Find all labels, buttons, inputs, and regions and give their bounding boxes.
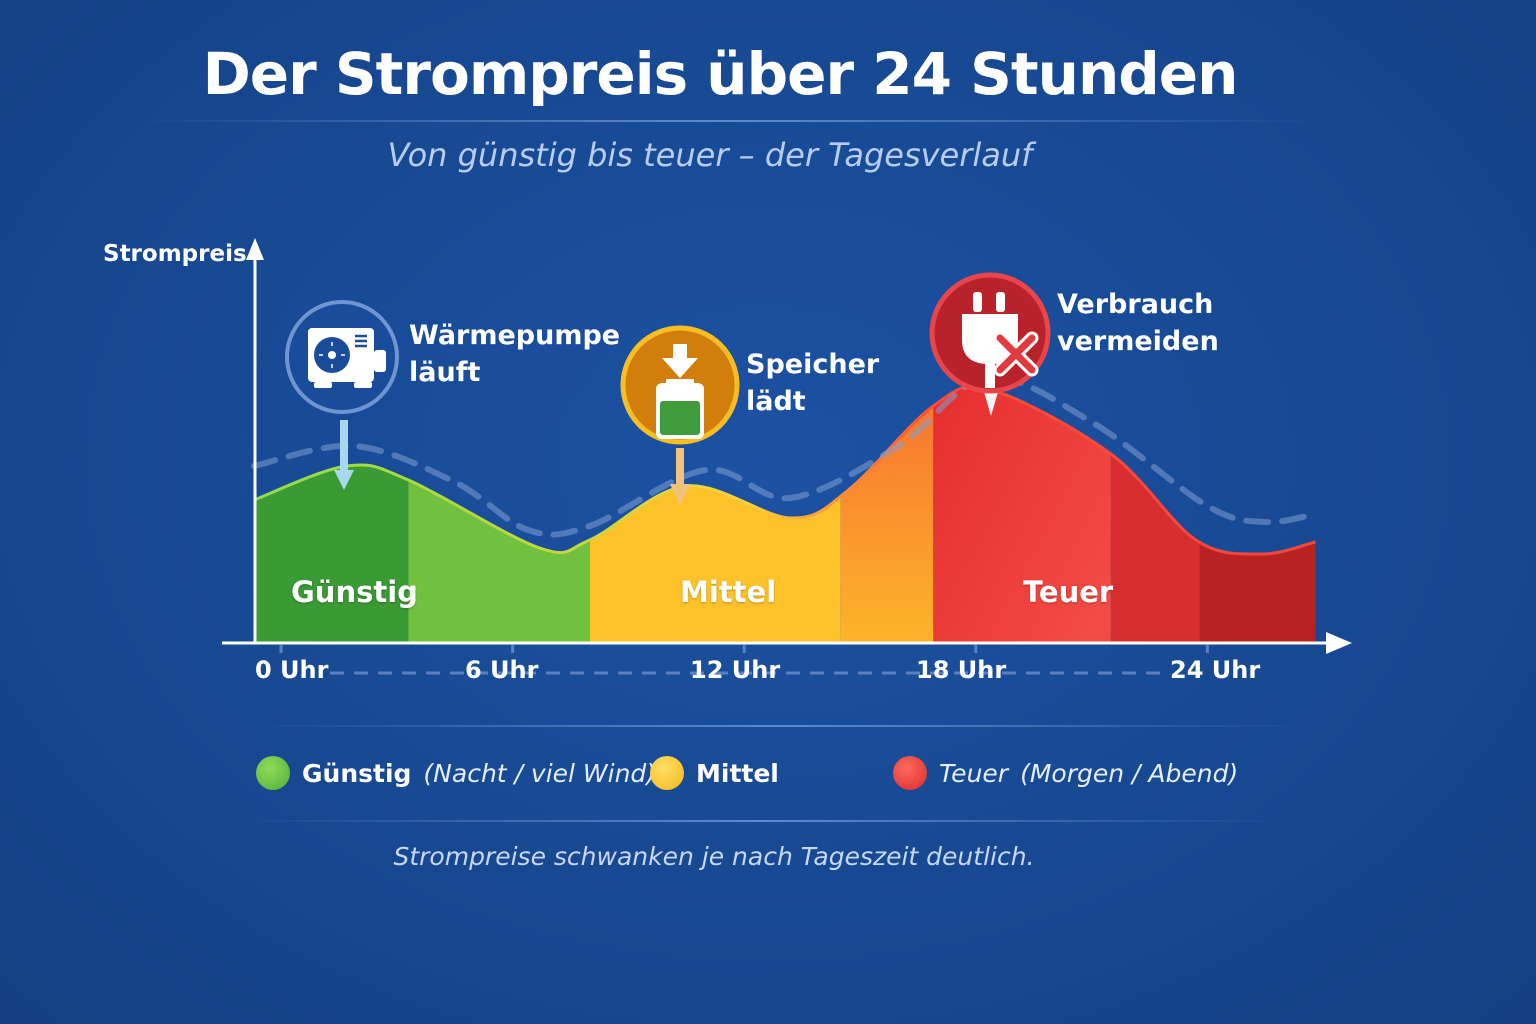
unplug-pointer xyxy=(984,392,998,416)
legend-detail: (Nacht / viel Wind) xyxy=(423,758,657,788)
battery-pointer xyxy=(676,448,684,488)
price-curve-outline xyxy=(253,385,1316,556)
annotation-line: Verbrauch xyxy=(1057,289,1214,320)
price-curve-dashed xyxy=(250,374,1319,538)
y-axis-arrow-icon xyxy=(246,238,264,260)
legend-detail: (Morgen / Abend) xyxy=(1020,758,1239,788)
x-tick-label: 18 Uhr xyxy=(916,656,1007,684)
chart-title: Der Strompreis über 24 Stunden xyxy=(202,40,1239,108)
chart-subtitle: Von günstig bis teuer – der Tagesverlauf xyxy=(387,136,1033,174)
legend-swatch xyxy=(650,756,684,790)
heat-pump-pointer xyxy=(340,420,348,478)
legend-label: Mittel xyxy=(696,758,779,788)
legend-swatch xyxy=(256,756,290,790)
zone-label-guenstig: Günstig xyxy=(291,575,418,609)
x-axis-arrow-icon xyxy=(1326,632,1352,654)
zone-label-teuer: Teuer xyxy=(1023,575,1114,609)
annotation-line: lädt xyxy=(746,386,806,417)
annotation-heat-pump: Wärmepumpe läuft xyxy=(409,317,620,391)
legend-divider-top xyxy=(255,725,1305,727)
zone-label-mittel: Mittel xyxy=(680,575,777,609)
legend-item-teuer: Teuer (Morgen / Abend) xyxy=(893,756,1238,790)
title-divider xyxy=(130,120,1320,122)
legend-item-mittel: Mittel xyxy=(650,756,779,790)
legend-item-guenstig: Günstig (Nacht / viel Wind) xyxy=(256,756,656,790)
battery-pointer-tip xyxy=(670,484,690,506)
annotation-line: Speicher xyxy=(746,349,880,380)
unplug-icon xyxy=(929,272,1051,394)
legend-divider-bottom xyxy=(240,820,1280,822)
annotation-battery: Speicher lädt xyxy=(746,346,879,420)
annotation-line: vermeiden xyxy=(1057,326,1219,357)
annotation-line: läuft xyxy=(409,357,481,388)
x-tick-label: 0 Uhr xyxy=(255,656,329,684)
x-tick-label: 6 Uhr xyxy=(465,656,539,684)
heat-pump-icon xyxy=(285,300,399,414)
heat-pump-pointer-tip xyxy=(334,470,354,490)
x-tick-label: 12 Uhr xyxy=(690,656,781,684)
legend-swatch xyxy=(893,756,927,790)
annotation-line: Wärmepumpe xyxy=(409,320,621,351)
annotation-unplug: Verbrauch vermeiden xyxy=(1057,286,1219,360)
legend-label: Günstig xyxy=(302,758,412,788)
y-axis-label: Strompreis xyxy=(103,241,247,267)
x-tick-label: 24 Uhr xyxy=(1170,656,1261,684)
footer-note: Strompreise schwanken je nach Tageszeit … xyxy=(393,842,1035,871)
battery-charging-icon xyxy=(620,325,740,445)
legend-label: Teuer xyxy=(939,758,1009,788)
